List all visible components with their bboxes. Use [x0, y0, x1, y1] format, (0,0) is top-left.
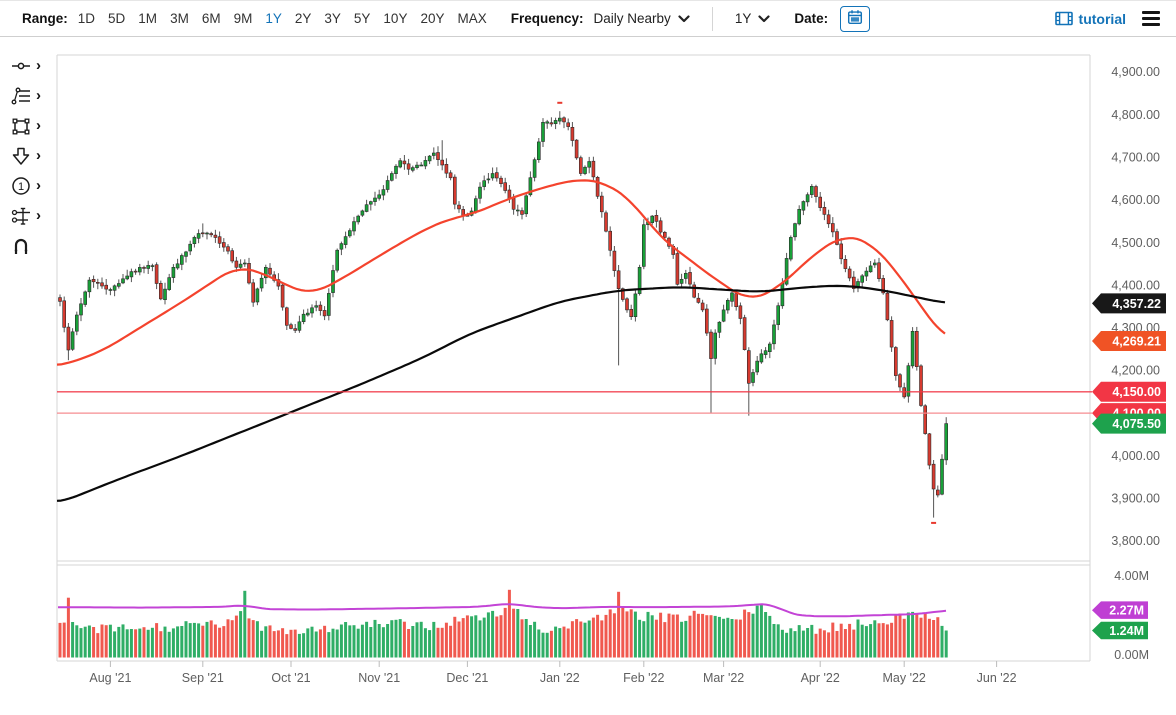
svg-text:Apr '22: Apr '22 [801, 671, 840, 685]
ma-black-flag: 4,357.22 [1092, 293, 1166, 314]
arrow-annotation-tool-icon [9, 145, 33, 167]
arrow-annotation-tool[interactable]: › [0, 145, 55, 167]
volume-ma-line [58, 603, 947, 618]
svg-text:4,600.00: 4,600.00 [1111, 193, 1160, 207]
svg-text:1.24M: 1.24M [1109, 624, 1144, 638]
volume-bars[interactable] [58, 589, 948, 658]
svg-text:3,900.00: 3,900.00 [1111, 492, 1160, 506]
number-annotation-tool[interactable]: 1 › [0, 175, 55, 197]
ma-black-line [56, 284, 946, 502]
frequency-value: Daily Nearby [593, 11, 671, 26]
range-5d[interactable]: 5D [108, 11, 126, 26]
svg-text:4,075.50: 4,075.50 [1112, 417, 1161, 431]
shapes-tool-icon [9, 115, 33, 137]
panel-borders [56, 54, 1091, 662]
submenu-chevron-icon: › [36, 207, 41, 224]
film-icon [1054, 11, 1073, 26]
submenu-chevron-icon: › [36, 87, 41, 104]
period-value: 1Y [734, 11, 752, 26]
range-20y[interactable]: 20Y [420, 11, 445, 26]
svg-text:4,000.00: 4,000.00 [1111, 449, 1160, 463]
volume-axis: 4.00M 0.00M [1114, 569, 1149, 662]
price-chart-svg[interactable]: 4,900.00 4,800.00 4,700.00 4,600.00 4,500.00… [0, 38, 1176, 710]
svg-text:Oct '21: Oct '21 [271, 671, 310, 685]
svg-text:4,200.00: 4,200.00 [1111, 364, 1160, 378]
svg-text:Jun '22: Jun '22 [977, 671, 1017, 685]
range-max[interactable]: MAX [457, 11, 487, 26]
indicator-adjust-tool[interactable]: › [0, 205, 55, 227]
frequency-dropdown[interactable]: Daily Nearby [594, 11, 690, 26]
range-1y[interactable]: 1Y [265, 11, 282, 26]
svg-text:1: 1 [18, 181, 24, 193]
svg-text:Mar '22: Mar '22 [703, 671, 744, 685]
svg-text:4,150.00: 4,150.00 [1112, 385, 1161, 399]
svg-text:4,357.22: 4,357.22 [1112, 297, 1161, 311]
svg-text:May '22: May '22 [883, 671, 926, 685]
date-label: Date: [794, 11, 829, 26]
range-label: Range: [22, 11, 68, 26]
calendar-icon [846, 8, 864, 29]
submenu-chevron-icon: › [36, 177, 41, 194]
time-axis: Aug '21 Sep '21 Oct '21 Nov '21 Dec '21 Jan '… [89, 661, 1017, 685]
svg-text:0.00M: 0.00M [1114, 648, 1149, 662]
range-9m[interactable]: 9M [233, 11, 253, 26]
svg-text:2.27M: 2.27M [1109, 604, 1144, 618]
range-3y[interactable]: 3Y [324, 11, 341, 26]
shapes-tool[interactable]: › [0, 115, 55, 137]
chart-area[interactable]: 4,900.00 4,800.00 4,700.00 4,600.00 4,500.00… [0, 38, 1176, 710]
range-1d[interactable]: 1D [77, 11, 96, 26]
chart-toolbar: Range: 1D 5D 1M 3M 6M 9M 1Y 2Y 3Y 5Y 10Y 20Y MAX Fre… [0, 0, 1176, 37]
svg-text:4.00M: 4.00M [1114, 569, 1149, 583]
svg-text:Dec '21: Dec '21 [446, 671, 488, 685]
drawing-toolbar: › › › › 1 › › [0, 55, 55, 257]
candlesticks[interactable] [58, 111, 949, 518]
tutorial-button[interactable]: tutorial [1054, 10, 1126, 27]
submenu-chevron-icon: › [36, 147, 41, 164]
extreme-markers [557, 101, 937, 524]
chevron-down-icon [758, 14, 770, 23]
svg-text:Jan '22: Jan '22 [540, 671, 580, 685]
indicator-adjust-tool-icon [9, 205, 33, 227]
range-6m[interactable]: 6M [201, 11, 221, 26]
submenu-chevron-icon: › [36, 117, 41, 134]
svg-text:Sep '21: Sep '21 [182, 671, 224, 685]
fibonacci-tool[interactable]: › [0, 85, 55, 107]
menu-button[interactable] [1140, 9, 1162, 28]
range-3m[interactable]: 3M [170, 11, 189, 26]
svg-text:4,700.00: 4,700.00 [1111, 151, 1160, 165]
magnet-snap-tool-icon [9, 235, 33, 257]
svg-text:3,800.00: 3,800.00 [1111, 534, 1160, 548]
svg-text:Nov '21: Nov '21 [358, 671, 400, 685]
tutorial-label: tutorial [1078, 10, 1126, 27]
svg-text:4,900.00: 4,900.00 [1111, 65, 1160, 79]
fibonacci-tool-icon [9, 85, 33, 107]
svg-text:Aug '21: Aug '21 [89, 671, 131, 685]
range-2y[interactable]: 2Y [294, 11, 312, 26]
range-5y[interactable]: 5Y [353, 11, 371, 26]
last-price-flag: 4,075.50 [1092, 413, 1166, 434]
trendline-tool[interactable]: › [0, 55, 55, 77]
frequency-label: Frequency: [510, 11, 584, 26]
svg-text:4,500.00: 4,500.00 [1111, 236, 1160, 250]
ma-red-line [56, 179, 946, 366]
ma-red-flag: 4,269.21 [1092, 331, 1166, 351]
number-annotation-tool-icon: 1 [9, 175, 33, 197]
submenu-chevron-icon: › [36, 57, 41, 74]
range-buttons: 1D 5D 1M 3M 6M 9M 1Y 2Y 3Y 5Y 10Y 20Y MAX [78, 11, 487, 26]
volume-ma-flag: 2.27M [1092, 601, 1148, 619]
trendline-tool-icon [9, 55, 33, 77]
support-flag-4150: 4,150.00 [1092, 381, 1166, 402]
svg-text:4,269.21: 4,269.21 [1112, 334, 1161, 348]
chevron-down-icon [678, 14, 690, 23]
svg-text:4,400.00: 4,400.00 [1111, 278, 1160, 292]
svg-text:4,800.00: 4,800.00 [1111, 108, 1160, 122]
date-picker-button[interactable] [840, 5, 871, 32]
svg-text:Feb '22: Feb '22 [623, 671, 664, 685]
range-10y[interactable]: 10Y [383, 11, 408, 26]
magnet-snap-tool[interactable] [0, 235, 55, 257]
last-volume-flag: 1.24M [1092, 621, 1148, 640]
toolbar-divider [711, 6, 713, 31]
period-dropdown[interactable]: 1Y [735, 11, 771, 26]
range-1m[interactable]: 1M [138, 11, 158, 26]
